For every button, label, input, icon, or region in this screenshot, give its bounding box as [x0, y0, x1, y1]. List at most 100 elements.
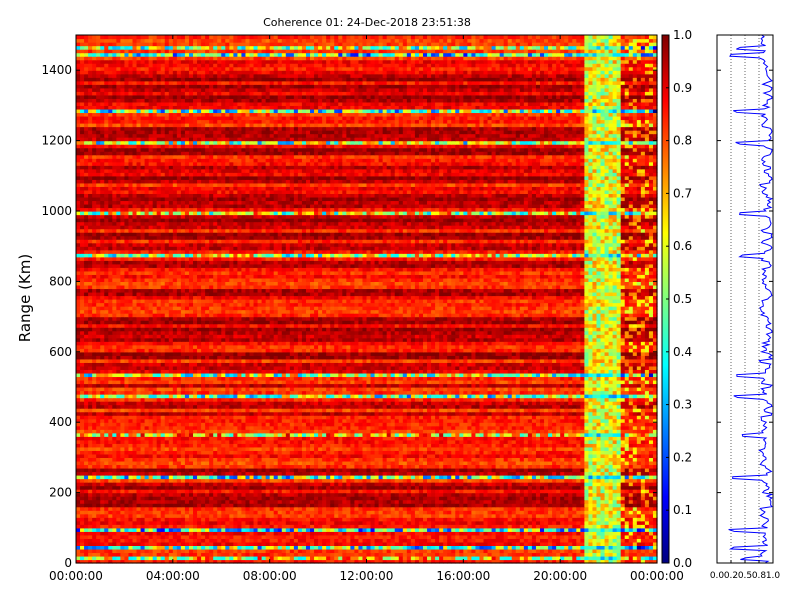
heatmap-cell	[475, 475, 480, 479]
heatmap-cell	[96, 479, 101, 483]
heatmap-cell	[137, 545, 142, 549]
heatmap-cell	[233, 535, 238, 539]
heatmap-cell	[496, 545, 501, 549]
heatmap-cell	[617, 500, 622, 504]
heatmap-cell	[294, 552, 299, 556]
heatmap-cell	[371, 486, 376, 490]
heatmap-cell	[318, 528, 323, 532]
heatmap-cell	[524, 524, 529, 528]
heatmap-cell	[145, 549, 150, 553]
heatmap-cell	[84, 489, 89, 493]
heatmap-cell	[504, 500, 509, 504]
heatmap-cell	[516, 531, 521, 535]
heatmap-cell	[427, 531, 432, 535]
heatmap-cell	[625, 503, 630, 507]
heatmap-cell	[128, 552, 133, 556]
heatmap-cell	[524, 545, 529, 549]
heatmap-cell	[641, 517, 646, 521]
heatmap-cell	[367, 531, 372, 535]
heatmap-cell	[258, 556, 263, 560]
heatmap-cell	[274, 556, 279, 560]
heatmap-cell	[383, 542, 388, 546]
heatmap-cell	[391, 552, 396, 556]
heatmap-cell	[592, 493, 597, 497]
heatmap-cell	[298, 528, 303, 532]
heatmap-cell	[516, 514, 521, 518]
heatmap-cell	[201, 531, 206, 535]
heatmap-cell	[419, 545, 424, 549]
heatmap-cell	[387, 489, 392, 493]
heatmap-cell	[399, 500, 404, 504]
heatmap-cell	[338, 510, 343, 514]
heatmap-cell	[76, 538, 81, 542]
heatmap-cell	[536, 475, 541, 479]
heatmap-cell	[580, 528, 585, 532]
heatmap-cell	[645, 521, 650, 525]
heatmap-cell	[552, 528, 557, 532]
heatmap-cell	[379, 521, 384, 525]
heatmap-cell	[322, 479, 327, 483]
heatmap-cell	[419, 493, 424, 497]
heatmap-cell	[383, 531, 388, 535]
heatmap-cell	[524, 556, 529, 560]
heatmap-cell	[601, 510, 606, 514]
heatmap-cell	[298, 510, 303, 514]
heatmap-cell	[629, 517, 634, 521]
heatmap-cell	[213, 500, 218, 504]
heatmap-cell	[314, 542, 319, 546]
heatmap-cell	[411, 514, 416, 518]
heatmap-cell	[536, 500, 541, 504]
heatmap-cell	[282, 524, 287, 528]
heatmap-cell	[621, 552, 626, 556]
heatmap-cell	[306, 538, 311, 542]
heatmap-cell	[241, 521, 246, 525]
heatmap-cell	[568, 552, 573, 556]
heatmap-cell	[217, 524, 222, 528]
heatmap-cell	[475, 556, 480, 560]
heatmap-cell	[205, 468, 210, 472]
heatmap-cell	[84, 479, 89, 483]
heatmap-cell	[197, 468, 202, 472]
heatmap-cell	[124, 556, 129, 560]
heatmap-cell	[419, 552, 424, 556]
heatmap-cell	[153, 521, 158, 525]
heatmap-cell	[467, 514, 472, 518]
heatmap-cell	[229, 528, 234, 532]
heatmap-cell	[330, 524, 335, 528]
heatmap-cell	[391, 524, 396, 528]
heatmap-cell	[407, 556, 412, 560]
heatmap-cell	[92, 489, 97, 493]
heatmap-cell	[310, 531, 315, 535]
heatmap-cell	[362, 510, 367, 514]
heatmap-cell	[475, 496, 480, 500]
heatmap-cell	[137, 471, 142, 475]
heatmap-cell	[532, 496, 537, 500]
heatmap-cell	[508, 528, 513, 532]
heatmap-cell	[536, 538, 541, 542]
heatmap-cell	[120, 507, 125, 511]
heatmap-cell	[306, 468, 311, 472]
heatmap-cell	[568, 531, 573, 535]
heatmap-cell	[249, 531, 254, 535]
heatmap-cell	[524, 503, 529, 507]
heatmap-cell	[395, 500, 400, 504]
heatmap-cell	[358, 524, 363, 528]
heatmap-cell	[463, 524, 468, 528]
heatmap-cell	[80, 496, 85, 500]
heatmap-cell	[302, 489, 307, 493]
heatmap-cell	[423, 535, 428, 539]
heatmap-cell	[189, 524, 194, 528]
heatmap-cell	[552, 496, 557, 500]
heatmap-cell	[149, 496, 154, 500]
heatmap-cell	[625, 471, 630, 475]
heatmap-cell	[387, 475, 392, 479]
heatmap-cell	[157, 517, 162, 521]
heatmap-cell	[149, 549, 154, 553]
heatmap-cell	[189, 531, 194, 535]
heatmap-cell	[548, 475, 553, 479]
heatmap-cell	[605, 471, 610, 475]
heatmap-cell	[157, 531, 162, 535]
heatmap-cell	[270, 549, 275, 553]
heatmap-cell	[116, 552, 121, 556]
heatmap-cell	[108, 556, 113, 560]
